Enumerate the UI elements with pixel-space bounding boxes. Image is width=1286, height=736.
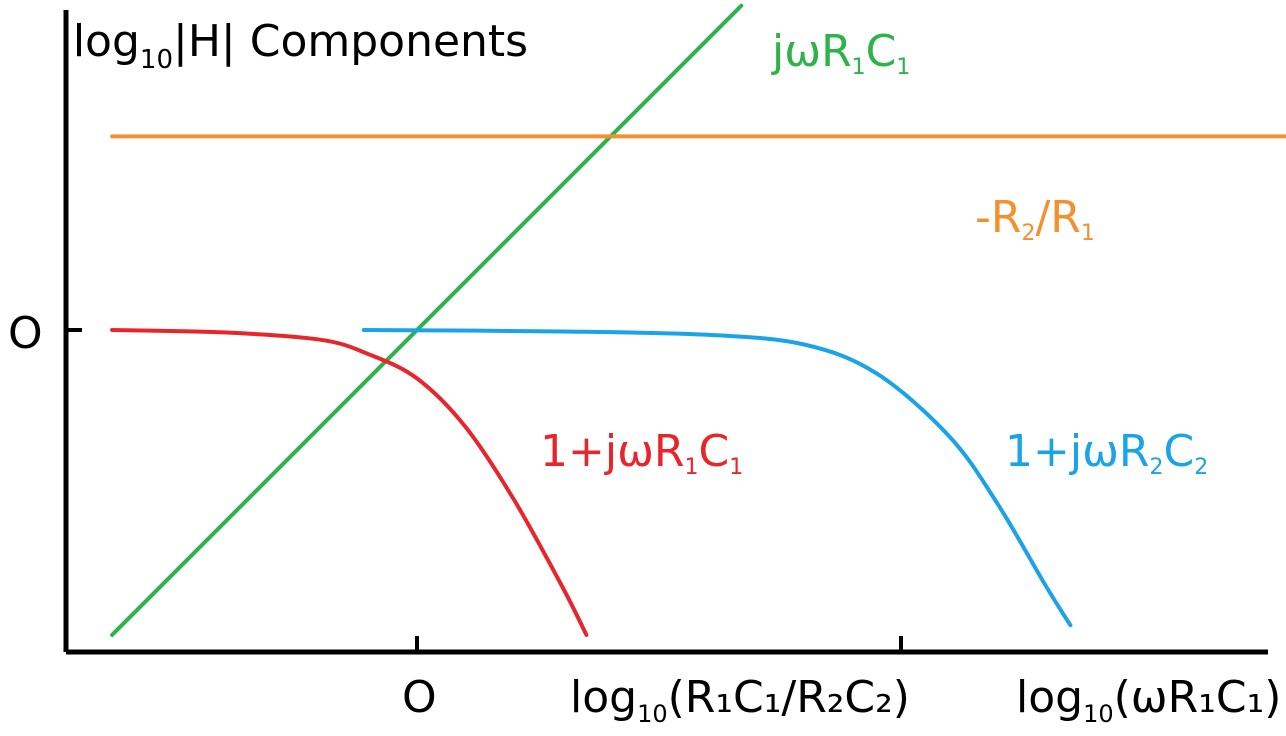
red-curve-line (110, 328, 589, 637)
blue-label-mid: C (1164, 426, 1195, 477)
red-series-label: 1+jωR1C1 (540, 426, 743, 480)
series-group (110, 3, 1286, 637)
chart-title-subscript: 10 (140, 45, 173, 75)
orange-label-sub1: 2 (1021, 221, 1035, 246)
x-ratio-label: log10(R₁C₁/R₂C₂) (570, 672, 910, 728)
red-label-mid: C (699, 426, 730, 477)
x-ratio-label-argument: (R₁C₁/R₂C₂) (668, 672, 910, 723)
x-axis-label-subscript: 10 (1083, 700, 1114, 728)
chart-title-suffix: |H| Components (173, 16, 528, 67)
y-zero-label: O (8, 308, 43, 359)
orange-series-label: -R2/R1 (975, 192, 1095, 246)
red-label-sub2: 1 (729, 455, 743, 480)
axes (63, 10, 1268, 655)
x-axis-label-argument: (ωR₁C₁) (1114, 672, 1282, 723)
blue-series-label: 1+jωR2C2 (1005, 426, 1208, 480)
green-label-sub2: 1 (896, 55, 910, 80)
x-zero-label: O (402, 672, 437, 723)
red-label-main: 1+jωR (540, 426, 685, 477)
green-label-sub1: 1 (852, 55, 866, 80)
x-axis-label-prefix: log (1016, 672, 1083, 723)
chart-title-prefix: |log (58, 16, 140, 67)
blue-curve-line (361, 328, 1073, 628)
green-asymptote-line (110, 3, 744, 637)
green-label-mid: C (866, 26, 897, 77)
orange-label-main: -R (975, 192, 1021, 243)
green-label-main: jωR (771, 26, 852, 77)
x-ratio-label-subscript: 10 (637, 700, 668, 728)
blue-label-sub2: 2 (1194, 455, 1208, 480)
blue-label-sub1: 2 (1150, 455, 1164, 480)
green-series-label: jωR1C1 (771, 26, 910, 80)
orange-label-mid: /R (1035, 192, 1080, 243)
chart-title: |log10|H| Components (58, 16, 528, 75)
orange-label-sub2: 1 (1081, 221, 1095, 246)
x-ratio-label-prefix: log (570, 672, 637, 723)
red-label-sub1: 1 (685, 455, 699, 480)
x-axis-label: log10(ωR₁C₁) (1016, 672, 1281, 728)
blue-label-main: 1+jωR (1005, 426, 1150, 477)
